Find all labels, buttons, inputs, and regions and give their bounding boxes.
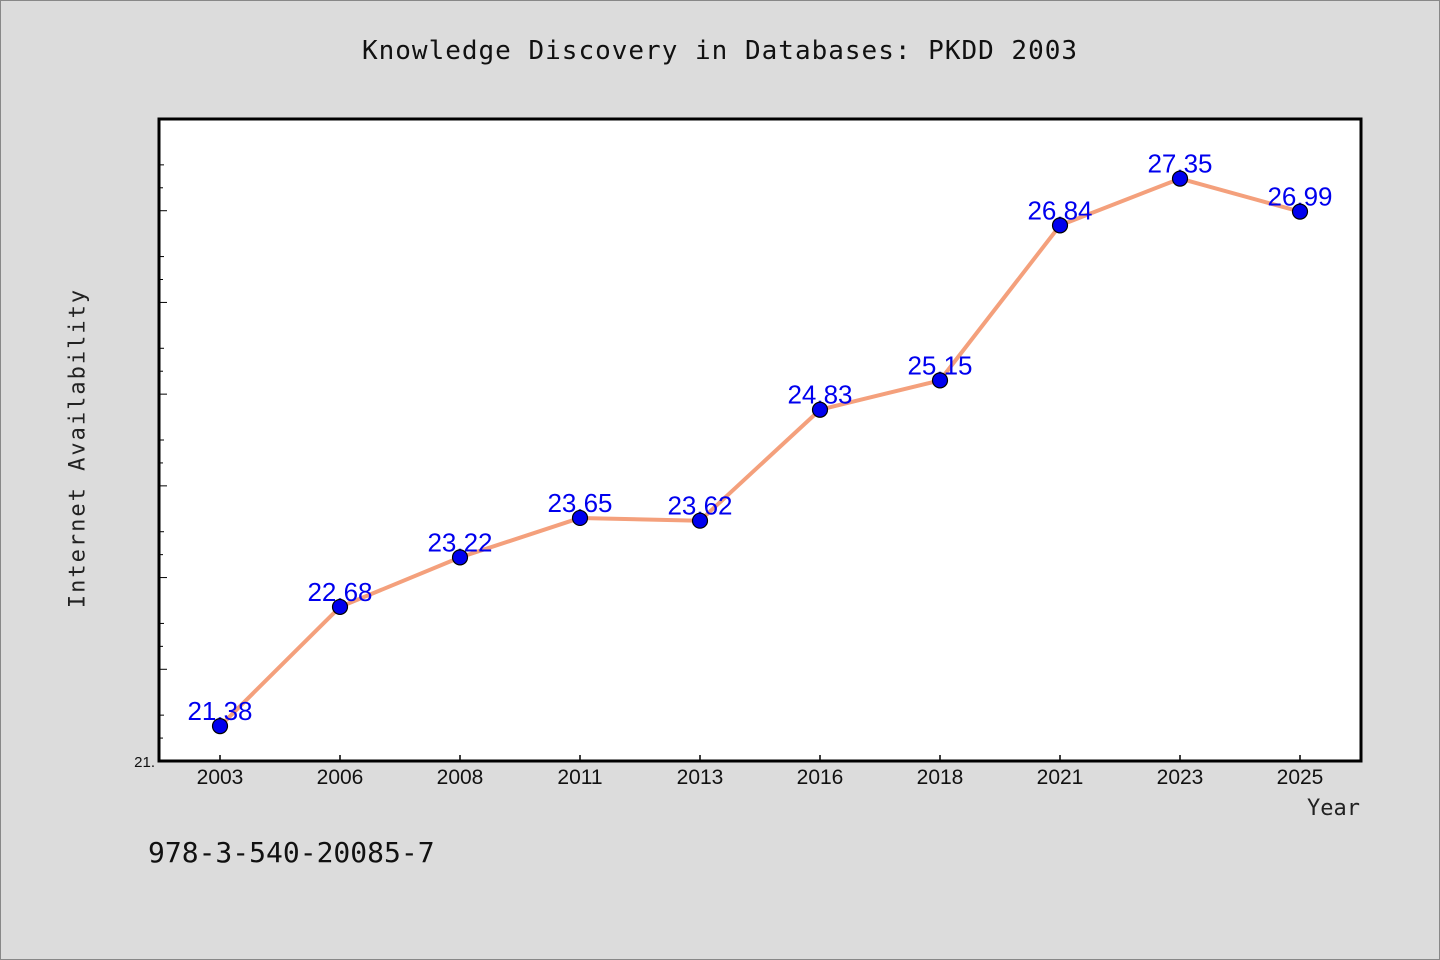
series-line bbox=[218, 176, 1302, 729]
x-tick-label: 2025 bbox=[1277, 766, 1324, 789]
x-tick-label: 2021 bbox=[1037, 766, 1084, 789]
data-point bbox=[811, 401, 829, 418]
data-point bbox=[931, 372, 949, 389]
data-point bbox=[1051, 217, 1069, 234]
x-tick-label: 2003 bbox=[197, 766, 244, 789]
plot-area bbox=[157, 117, 1363, 763]
x-tick-label: 2016 bbox=[797, 766, 844, 789]
data-point bbox=[211, 718, 229, 735]
footer-id-text: 978-3-540-20085-7 bbox=[148, 836, 435, 869]
chart-title: Knowledge Discovery in Databases: PKDD 2… bbox=[361, 36, 1079, 66]
data-point bbox=[331, 598, 349, 616]
data-point bbox=[571, 509, 589, 527]
data-point bbox=[451, 549, 469, 566]
x-tick-label: 2023 bbox=[1157, 766, 1204, 789]
x-tick-label: 2008 bbox=[437, 766, 484, 789]
x-axis-label: Year bbox=[1307, 796, 1360, 821]
x-tick-label: 2006 bbox=[317, 766, 364, 789]
data-point bbox=[1171, 170, 1189, 187]
x-tick-label: 2011 bbox=[557, 766, 602, 789]
data-point bbox=[1291, 203, 1309, 220]
y-tick-label: 21. bbox=[134, 754, 155, 771]
x-tick-label: 2013 bbox=[677, 766, 724, 789]
data-point bbox=[691, 512, 709, 529]
x-tick-label: 2018 bbox=[917, 766, 964, 789]
